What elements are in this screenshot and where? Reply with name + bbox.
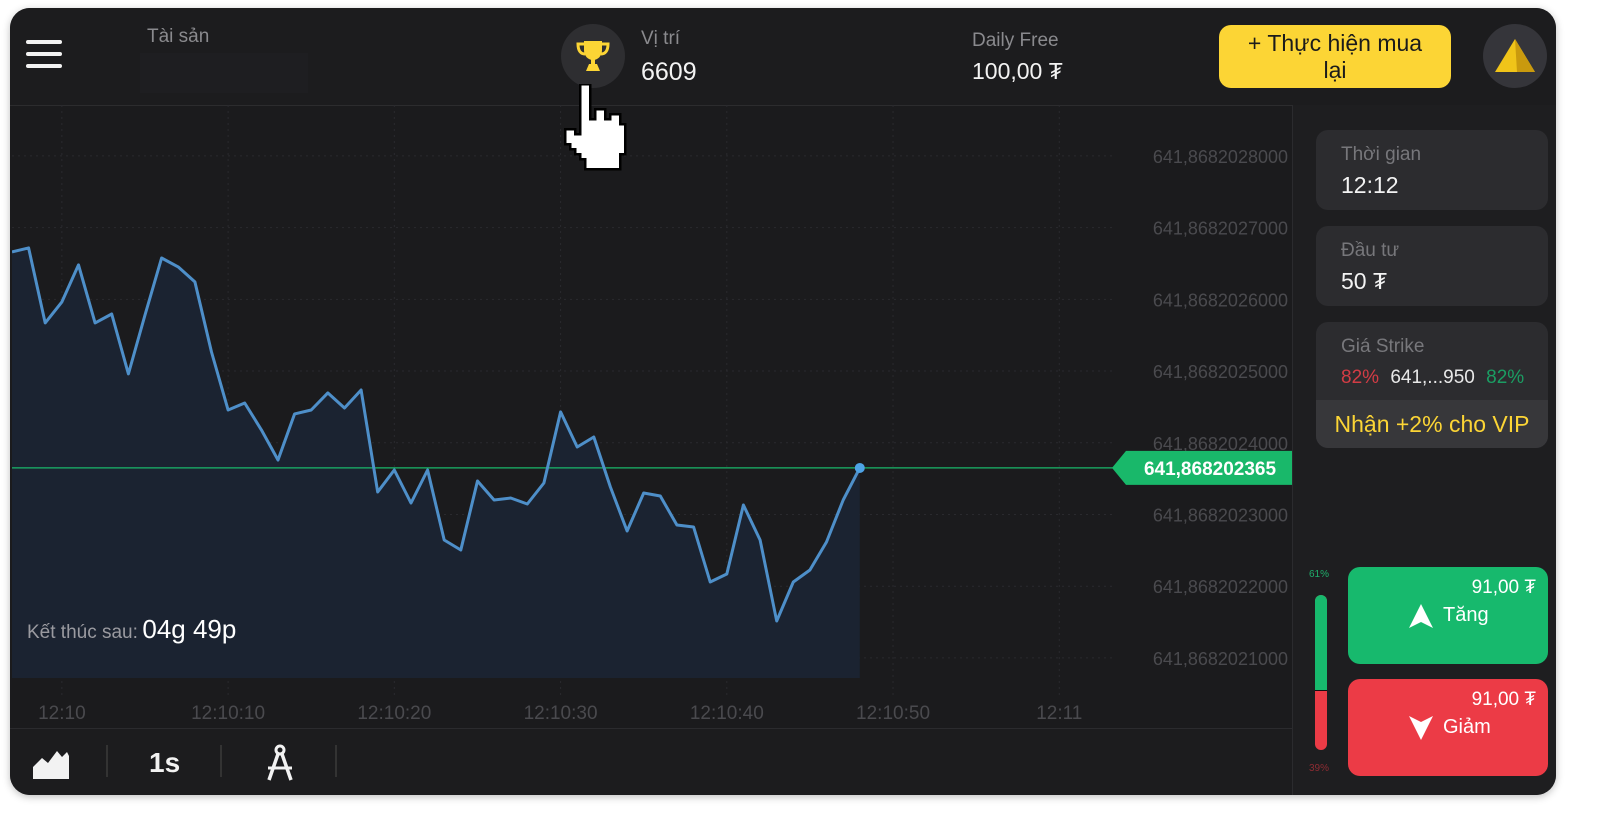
investment-label: Đầu tư [1341, 240, 1400, 261]
trade-panel: Thời gian 12:12 Đầu tư 50 ₮ Giá Strike 8… [1292, 105, 1556, 795]
y-tick-label: 641,8682026000 [1153, 290, 1288, 310]
y-tick-label: 641,8682024000 [1153, 434, 1288, 454]
current-price-label: 641,868202365 [1144, 459, 1277, 480]
asset-label: Tài sản [147, 26, 210, 47]
x-tick-label: 12:10:30 [524, 703, 598, 724]
strike-value: 641,...950 [1390, 367, 1475, 388]
vip-promo[interactable]: Nhận +2% cho VIP [1316, 400, 1548, 448]
investment-value: 50 ₮ [1341, 268, 1388, 294]
strike-price-field[interactable]: Giá Strike 82% 641,...950 82% Nhận +2% c… [1316, 322, 1548, 448]
down-percent: 39% [1309, 763, 1330, 774]
trophy-icon [576, 41, 610, 71]
gold-pyramid-icon [1495, 39, 1535, 72]
time-field[interactable]: Thời gian 12:12 [1316, 130, 1548, 210]
y-tick-label: 641,8682025000 [1153, 362, 1288, 382]
x-tick-label: 12:10:20 [357, 703, 431, 724]
divider [220, 745, 222, 777]
buy-button-label: + Thực hiện mua lại [1247, 29, 1423, 83]
current-price-badge [1112, 450, 1292, 485]
y-tick-label: 641,8682028000 [1153, 147, 1288, 167]
sentiment-bar [1315, 595, 1327, 750]
strike-up-pct: 82% [1486, 367, 1525, 388]
y-tick-label: 641,8682021000 [1153, 649, 1288, 669]
up-label: Tăng [1443, 604, 1489, 626]
trophy-button[interactable] [561, 24, 625, 88]
x-tick-label: 12:10:50 [856, 703, 930, 724]
time-label: Thời gian [1341, 144, 1422, 165]
price-chart[interactable]: 12:10 12:10:10 12:10:20 12:10:30 12:10:40 12:… [12, 105, 1292, 728]
avatar[interactable] [1483, 24, 1547, 88]
down-amount: 91,00 ₮ [1471, 689, 1536, 710]
balance-label: Daily Free [972, 30, 1059, 51]
compass-icon[interactable] [265, 744, 295, 782]
strike-down-pct: 82% [1341, 367, 1380, 388]
investment-field[interactable]: Đầu tư 50 ₮ [1316, 226, 1548, 306]
balance-value[interactable]: 100,00 ₮ [972, 58, 1063, 84]
x-tick-label: 12:10:10 [191, 703, 265, 724]
divider [335, 745, 337, 777]
up-percent: 61% [1309, 569, 1330, 580]
x-tick-label: 12:10 [38, 703, 86, 724]
expiry-timer: Kết thúc sau: 04g 49p [27, 614, 236, 645]
expiry-value: 04g 49p [142, 614, 237, 644]
y-tick-label: 641,8682027000 [1153, 219, 1288, 239]
hand-pointer-icon [563, 84, 627, 171]
position-value: 6609 [641, 58, 697, 86]
x-tick-label: 12:11 [1036, 703, 1082, 724]
expiry-label: Kết thúc sau: [27, 622, 138, 643]
x-tick-label: 12:10:40 [690, 703, 764, 724]
hamburger-icon[interactable] [26, 40, 62, 74]
position-label: Vị trí [641, 28, 681, 49]
header: Tài sản Vị trí 6609 Daily Free 100,00 ₮ … [10, 8, 1556, 106]
time-value: 12:12 [1341, 172, 1399, 198]
divider [106, 745, 108, 777]
y-tick-label: 641,8682022000 [1153, 577, 1288, 597]
up-button[interactable]: 91,00 ₮ Tăng [1348, 567, 1548, 664]
price-area-fill [12, 247, 860, 678]
area-chart-icon[interactable] [31, 747, 71, 779]
y-tick-label: 641,8682023000 [1153, 505, 1288, 525]
down-label: Giảm [1443, 716, 1491, 738]
trading-window: Tài sản Vị trí 6609 Daily Free 100,00 ₮ … [10, 8, 1556, 795]
arrow-down-icon [1409, 716, 1433, 740]
asset-selector[interactable] [140, 53, 308, 93]
up-amount: 91,00 ₮ [1471, 577, 1536, 598]
chart-toolbar: 1s [10, 728, 1292, 795]
interval-button[interactable]: 1s [149, 747, 181, 778]
price-line [12, 246, 862, 623]
down-button[interactable]: 91,00 ₮ Giảm [1348, 679, 1548, 776]
strike-label: Giá Strike [1341, 336, 1425, 357]
buy-button[interactable]: + Thực hiện mua lại [1219, 25, 1451, 88]
last-price-dot [854, 462, 865, 473]
sentiment-up-fill [1315, 595, 1327, 691]
arrow-up-icon [1409, 604, 1433, 628]
strike-row: 82% 641,...950 82% [1341, 367, 1524, 389]
